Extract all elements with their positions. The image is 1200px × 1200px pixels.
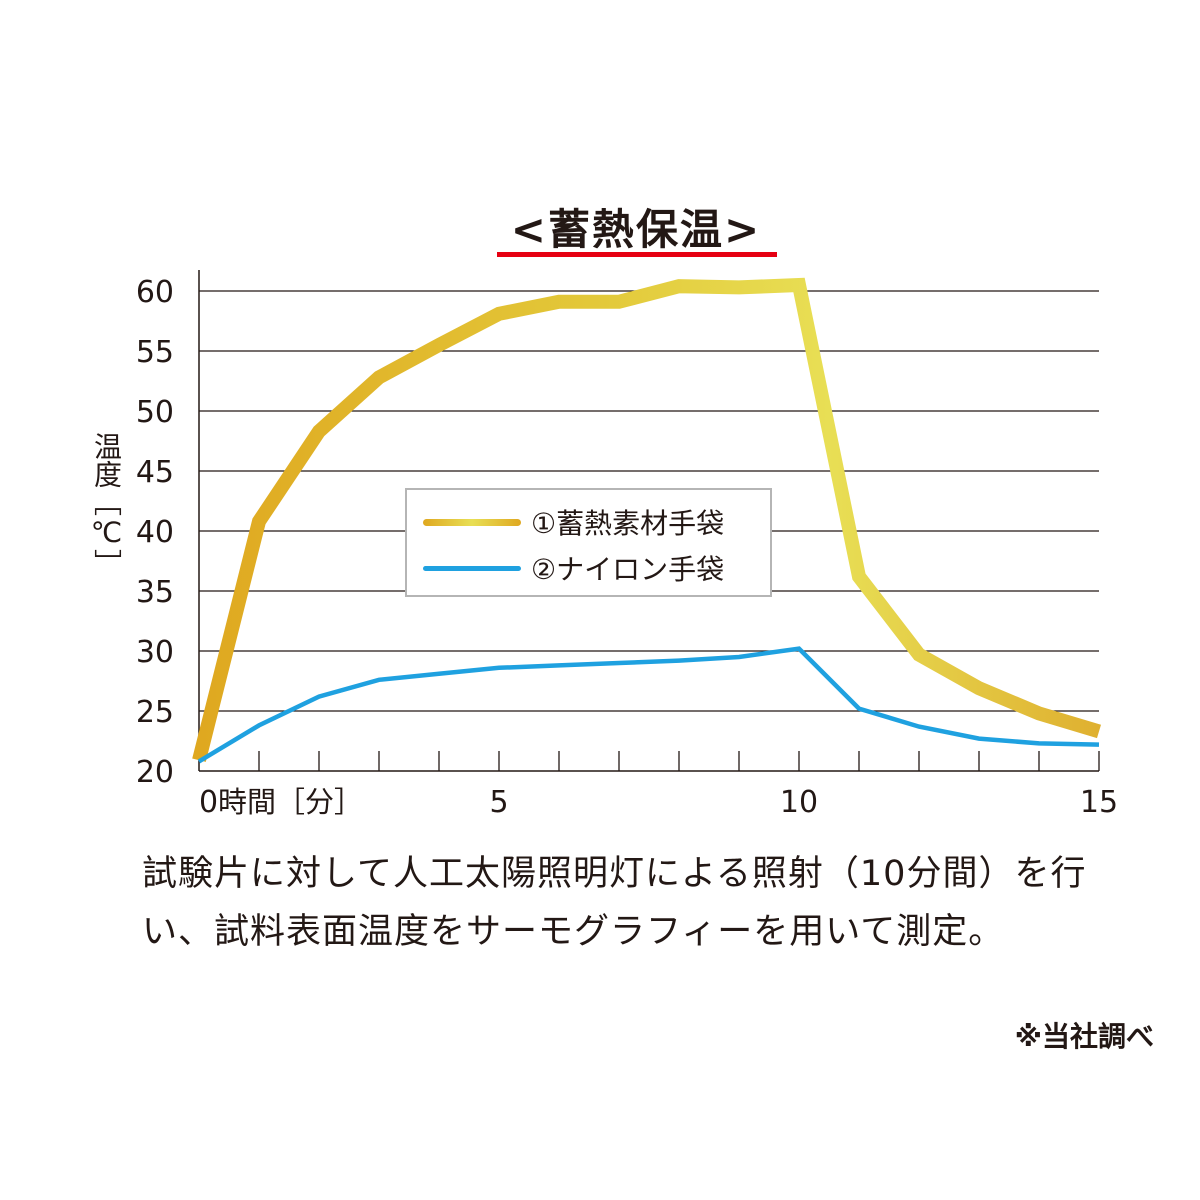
legend-item-1: ①蓄熱素材手袋 bbox=[423, 502, 724, 542]
x-axis-label: 時間［分］ bbox=[218, 785, 363, 819]
y-tick-label: 50 bbox=[136, 395, 174, 430]
legend: ①蓄熱素材手袋 ②ナイロン手袋 bbox=[405, 488, 772, 597]
y-tick-label: 20 bbox=[136, 755, 174, 790]
legend-swatch-yellow bbox=[423, 518, 521, 526]
source-note: ※当社調べ bbox=[1014, 1020, 1154, 1053]
x-tick-label: 0 bbox=[199, 785, 218, 820]
x-tick-label: 15 bbox=[1080, 785, 1118, 820]
x-tick-label: 5 bbox=[489, 785, 508, 820]
chart-title: <蓄熱保温> bbox=[510, 205, 762, 254]
series-line-1 bbox=[192, 277, 1102, 762]
legend-label: ②ナイロン手袋 bbox=[531, 553, 725, 586]
legend-label: ①蓄熱素材手袋 bbox=[531, 507, 725, 540]
caption: 試験片に対して人工太陽照明灯による照射（10分間）を行い、試料表面温度をサーモグ… bbox=[142, 854, 1087, 952]
y-tick-label: 30 bbox=[136, 635, 174, 670]
y-tick-label: 45 bbox=[136, 455, 174, 490]
series-line-2 bbox=[197, 646, 1100, 764]
x-tick-label: 10 bbox=[780, 785, 818, 820]
title-underline bbox=[497, 252, 777, 257]
y-tick-label: 40 bbox=[136, 515, 174, 550]
legend-swatch-blue bbox=[423, 565, 521, 571]
y-tick-label: 25 bbox=[136, 695, 174, 730]
legend-item-2: ②ナイロン手袋 bbox=[423, 548, 724, 588]
y-axis-label: 温度［℃］ bbox=[90, 432, 123, 577]
y-tick-label: 55 bbox=[136, 335, 174, 370]
y-tick-label: 35 bbox=[136, 575, 174, 610]
y-tick-label: 60 bbox=[136, 275, 174, 310]
